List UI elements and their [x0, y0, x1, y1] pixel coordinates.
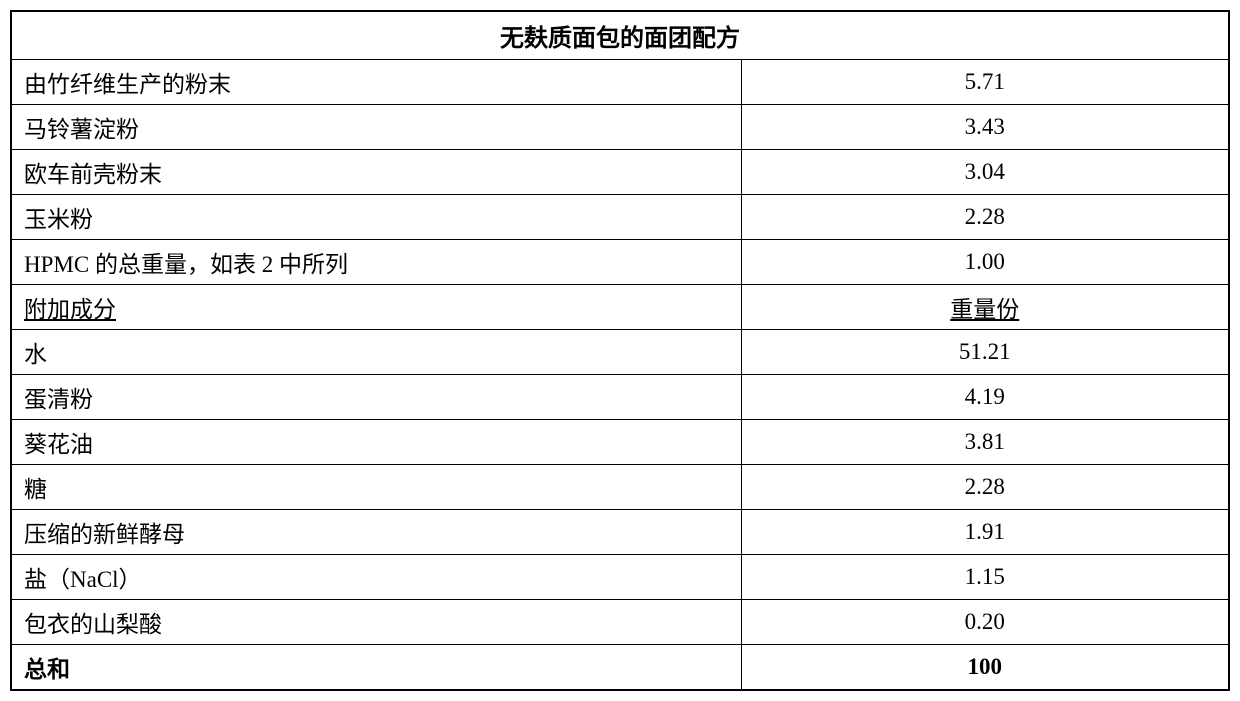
ingredient-value: 3.81 — [742, 420, 1228, 464]
table-row: 玉米粉 2.28 — [12, 195, 1228, 240]
ingredient-label: 蛋清粉 — [12, 375, 742, 419]
ingredient-label-text: 盐（NaCl） — [24, 560, 142, 594]
ingredient-value-text: 100 — [968, 654, 1003, 680]
ingredient-label: 糖 — [12, 465, 742, 509]
recipe-table: 无麸质面包的面团配方 由竹纤维生产的粉末 5.71 马铃薯淀粉 3.43 欧车前壳粉末 3… — [10, 10, 1230, 691]
ingredient-value: 4.19 — [742, 375, 1228, 419]
ingredient-label: 玉米粉 — [12, 195, 742, 239]
table-row: 糖 2.28 — [12, 465, 1228, 510]
ingredient-label: 欧车前壳粉末 — [12, 150, 742, 194]
ingredient-value-text: 重量份 — [950, 290, 1019, 324]
ingredient-value-text: 0.20 — [965, 609, 1005, 635]
table-row: 包衣的山梨酸 0.20 — [12, 600, 1228, 645]
ingredient-value: 0.20 — [742, 600, 1228, 644]
ingredient-value: 51.21 — [742, 330, 1228, 374]
ingredient-value-text: 51.21 — [959, 339, 1011, 365]
ingredient-value: 5.71 — [742, 60, 1228, 104]
ingredient-value-text: 3.43 — [965, 114, 1005, 140]
ingredient-label-text: 玉米粉 — [24, 200, 93, 234]
ingredient-label-text: 糖 — [24, 470, 47, 504]
ingredient-value: 3.04 — [742, 150, 1228, 194]
table-row: 欧车前壳粉末 3.04 — [12, 150, 1228, 195]
table-row: 由竹纤维生产的粉末 5.71 — [12, 60, 1228, 105]
table-row: 蛋清粉 4.19 — [12, 375, 1228, 420]
table-row: 盐（NaCl） 1.15 — [12, 555, 1228, 600]
ingredient-value-text: 1.00 — [965, 249, 1005, 275]
ingredient-label-text: 蛋清粉 — [24, 380, 93, 414]
table-row: 水 51.21 — [12, 330, 1228, 375]
table-row: 马铃薯淀粉 3.43 — [12, 105, 1228, 150]
ingredient-label: 盐（NaCl） — [12, 555, 742, 599]
ingredient-label-text: 葵花油 — [24, 425, 93, 459]
table-row: 葵花油 3.81 — [12, 420, 1228, 465]
ingredient-value: 2.28 — [742, 465, 1228, 509]
ingredient-value: 3.43 — [742, 105, 1228, 149]
table-body: 由竹纤维生产的粉末 5.71 马铃薯淀粉 3.43 欧车前壳粉末 3.04 玉米粉 2.28 H… — [12, 60, 1228, 689]
ingredient-label-text: 水 — [24, 335, 47, 369]
ingredient-value-text: 1.91 — [965, 519, 1005, 545]
ingredient-label: 水 — [12, 330, 742, 374]
ingredient-label: 附加成分 — [12, 285, 742, 329]
ingredient-value: 重量份 — [742, 285, 1228, 329]
ingredient-value: 1.91 — [742, 510, 1228, 554]
ingredient-value-text: 4.19 — [965, 384, 1005, 410]
ingredient-value-text: 5.71 — [965, 69, 1005, 95]
table-row: 附加成分 重量份 — [12, 285, 1228, 330]
ingredient-value: 1.15 — [742, 555, 1228, 599]
ingredient-label: 葵花油 — [12, 420, 742, 464]
ingredient-label: 由竹纤维生产的粉末 — [12, 60, 742, 104]
table-row: 总和 100 — [12, 645, 1228, 689]
ingredient-label-text: 马铃薯淀粉 — [24, 110, 139, 144]
ingredient-value-text: 2.28 — [965, 204, 1005, 230]
ingredient-label-text: 压缩的新鲜酵母 — [24, 515, 185, 549]
ingredient-value: 1.00 — [742, 240, 1228, 284]
ingredient-label-text: HPMC 的总重量，如表 2 中所列 — [24, 245, 348, 279]
table-row: 压缩的新鲜酵母 1.91 — [12, 510, 1228, 555]
table-title: 无麸质面包的面团配方 — [12, 12, 1228, 60]
ingredient-label-text: 附加成分 — [24, 290, 116, 324]
ingredient-label-text: 总和 — [24, 650, 70, 684]
ingredient-label-text: 包衣的山梨酸 — [24, 605, 162, 639]
ingredient-value: 100 — [742, 645, 1228, 689]
ingredient-label: 总和 — [12, 645, 742, 689]
ingredient-value-text: 2.28 — [965, 474, 1005, 500]
ingredient-value-text: 3.81 — [965, 429, 1005, 455]
ingredient-value-text: 3.04 — [965, 159, 1005, 185]
table-row: HPMC 的总重量，如表 2 中所列 1.00 — [12, 240, 1228, 285]
ingredient-label: 包衣的山梨酸 — [12, 600, 742, 644]
ingredient-value-text: 1.15 — [965, 564, 1005, 590]
ingredient-label-text: 由竹纤维生产的粉末 — [24, 65, 231, 99]
ingredient-label-text: 欧车前壳粉末 — [24, 155, 162, 189]
ingredient-label: 马铃薯淀粉 — [12, 105, 742, 149]
ingredient-label: HPMC 的总重量，如表 2 中所列 — [12, 240, 742, 284]
ingredient-label: 压缩的新鲜酵母 — [12, 510, 742, 554]
ingredient-value: 2.28 — [742, 195, 1228, 239]
